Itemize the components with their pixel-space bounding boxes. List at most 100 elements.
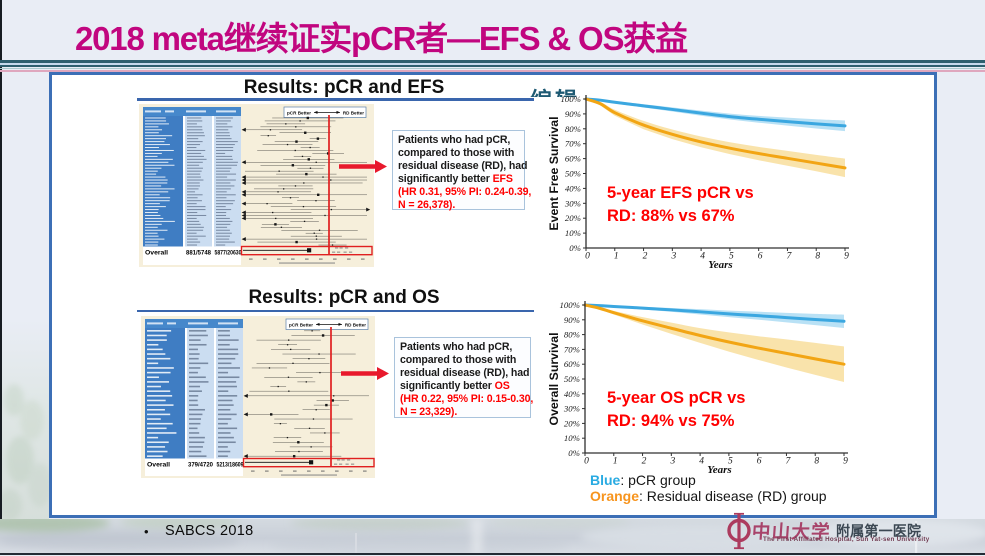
svg-text:6: 6 [757,457,762,467]
svg-text:RD Better: RD Better [345,323,366,328]
efs-caption-line1: 5-year EFS pCR vs [607,184,754,202]
legend-item-blue: Blue: pCR group [590,472,827,489]
svg-text:0: 0 [584,457,589,467]
svg-text:70%: 70% [565,139,581,149]
legend-blue-label: Blue [590,472,621,488]
footer-bullet: • [144,524,149,539]
svg-text:3: 3 [669,457,675,467]
svg-text:3: 3 [670,252,676,262]
callout-line: (HR 0.31, 95% PI: 0.24-0.39, [398,186,532,199]
svg-text:9: 9 [843,457,848,467]
svg-text:5213/18609: 5213/18609 [217,462,244,469]
os-caption-line2: RD: 94% vs 75% [607,412,735,430]
svg-text:5877/20630: 5877/20630 [215,249,242,256]
callout-line: N = 23,329). [400,406,458,419]
svg-text:100%: 100% [559,300,580,310]
clipped-placeholder-text: 编辑 [530,83,610,97]
callout-line: significantly better EFS [398,173,513,186]
efs-chart-caption: 5-year EFS pCR vs RD: 88% vs 67% [607,182,754,228]
svg-text:0%: 0% [568,448,580,458]
svg-text:30%: 30% [563,404,580,414]
svg-text:9: 9 [844,252,849,262]
svg-text:pCR Better: pCR Better [287,110,311,115]
svg-text:0%: 0% [569,243,581,253]
svg-text:20%: 20% [565,213,581,223]
efs-arrow-icon [339,160,387,173]
svg-text:5: 5 [728,457,733,467]
separator-line-pink [0,70,985,72]
legend-blue-text: : pCR group [620,472,696,488]
svg-text:70%: 70% [564,344,580,354]
svg-text:80%: 80% [564,330,580,340]
svg-text:Years: Years [707,464,731,476]
efs-forest-plot: pCR Better RD Better Overall 881/5748 5877/2… [139,103,374,267]
svg-text:10%: 10% [565,228,581,238]
svg-text:8: 8 [814,457,819,467]
svg-text:5: 5 [729,252,734,262]
svg-text:379/4720: 379/4720 [188,462,214,469]
svg-text:0: 0 [585,252,590,262]
svg-text:1: 1 [613,457,618,467]
svg-text:100%: 100% [560,94,581,104]
svg-text:40%: 40% [564,389,580,399]
svg-text:60%: 60% [565,154,581,164]
legend-orange-label: Orange [590,487,640,504]
svg-text:pCR Better: pCR Better [289,323,313,328]
callout-line: residual disease (RD), had [400,367,530,380]
svg-text:80%: 80% [565,124,581,134]
legend-item-orange: Orange: Residual disease (RD) group [590,487,827,505]
svg-text:90%: 90% [564,315,580,325]
os-heading-underline [137,309,534,313]
svg-text:2: 2 [642,457,647,467]
svg-text:6: 6 [758,252,763,262]
os-survival-chart: 0% 10% 20% 30% 40% 50% 60% 70% 80% 90% 100% 0 1 2 3 4 5 6… [547,300,848,476]
svg-text:Years: Years [708,259,732,271]
chart-legend: Blue: pCR group Orange: Residual disease… [590,472,827,505]
efs-caption-line2: RD: 88% vs 67% [607,207,735,225]
logo-hospital-name: 附属第一医院 [836,523,922,539]
svg-text:7: 7 [787,252,793,262]
bottom-edge-line [0,552,985,555]
svg-text:Overall: Overall [147,462,170,469]
callout-line: compared to those with [398,147,515,160]
svg-text:60%: 60% [564,359,580,369]
svg-text:881/5748: 881/5748 [186,249,212,256]
footer-photo-band [0,518,985,553]
callout-line: significantly better OS [400,380,510,393]
slide-title: 2018 meta继续证实pCR者—EFS & OS获益 [75,20,688,57]
os-callout: Patients who had pCR, compared to those w… [394,336,533,419]
svg-text:4: 4 [699,457,704,467]
os-forest-plot: pCR Better RD Better Overall 379/4720 5213/1… [141,316,375,478]
separator-line-light [0,62,985,65]
svg-text:2: 2 [643,252,648,262]
footer-source-text: SABCS 2018 [165,522,254,539]
left-edge-line [0,0,2,519]
svg-text:Event Free Survival: Event Free Survival [547,116,561,230]
separator-line-faint [0,68,985,70]
svg-text:4: 4 [700,252,705,262]
svg-text:30%: 30% [564,198,581,208]
efs-callout: Patients who had pCR, compared to those w… [392,129,532,212]
separator-line-top [0,59,985,63]
separator-line-bottom [0,64,985,67]
efs-heading-underline [137,98,534,101]
callout-line: Patients who had pCR, [398,134,511,146]
os-arrow-icon [341,367,389,380]
svg-text:RD Better: RD Better [343,110,364,115]
svg-text:40%: 40% [565,183,581,193]
hospital-logo-icon [727,512,751,550]
svg-text:20%: 20% [564,418,580,428]
callout-line: N = 26,378). [398,199,456,212]
svg-text:50%: 50% [564,374,580,384]
efs-survival-chart: 0% 10% 20% 30% 40% 50% 60% 70% 80% 90% 100% 0 1 2 3 4 5 6… [547,94,849,271]
svg-text:10%: 10% [564,433,580,443]
svg-text:7: 7 [786,457,792,467]
os-caption-line1: 5-year OS pCR vs [607,389,746,407]
svg-text:1: 1 [614,252,619,262]
svg-text:Overall: Overall [145,249,168,256]
left-margin-foliage-texture [2,320,49,519]
callout-line: compared to those with [400,354,517,367]
callout-line: residual disease (RD), had [398,160,528,173]
logo-english-name: The First Affiliated Hospital, Sun Yat-s… [763,535,930,543]
